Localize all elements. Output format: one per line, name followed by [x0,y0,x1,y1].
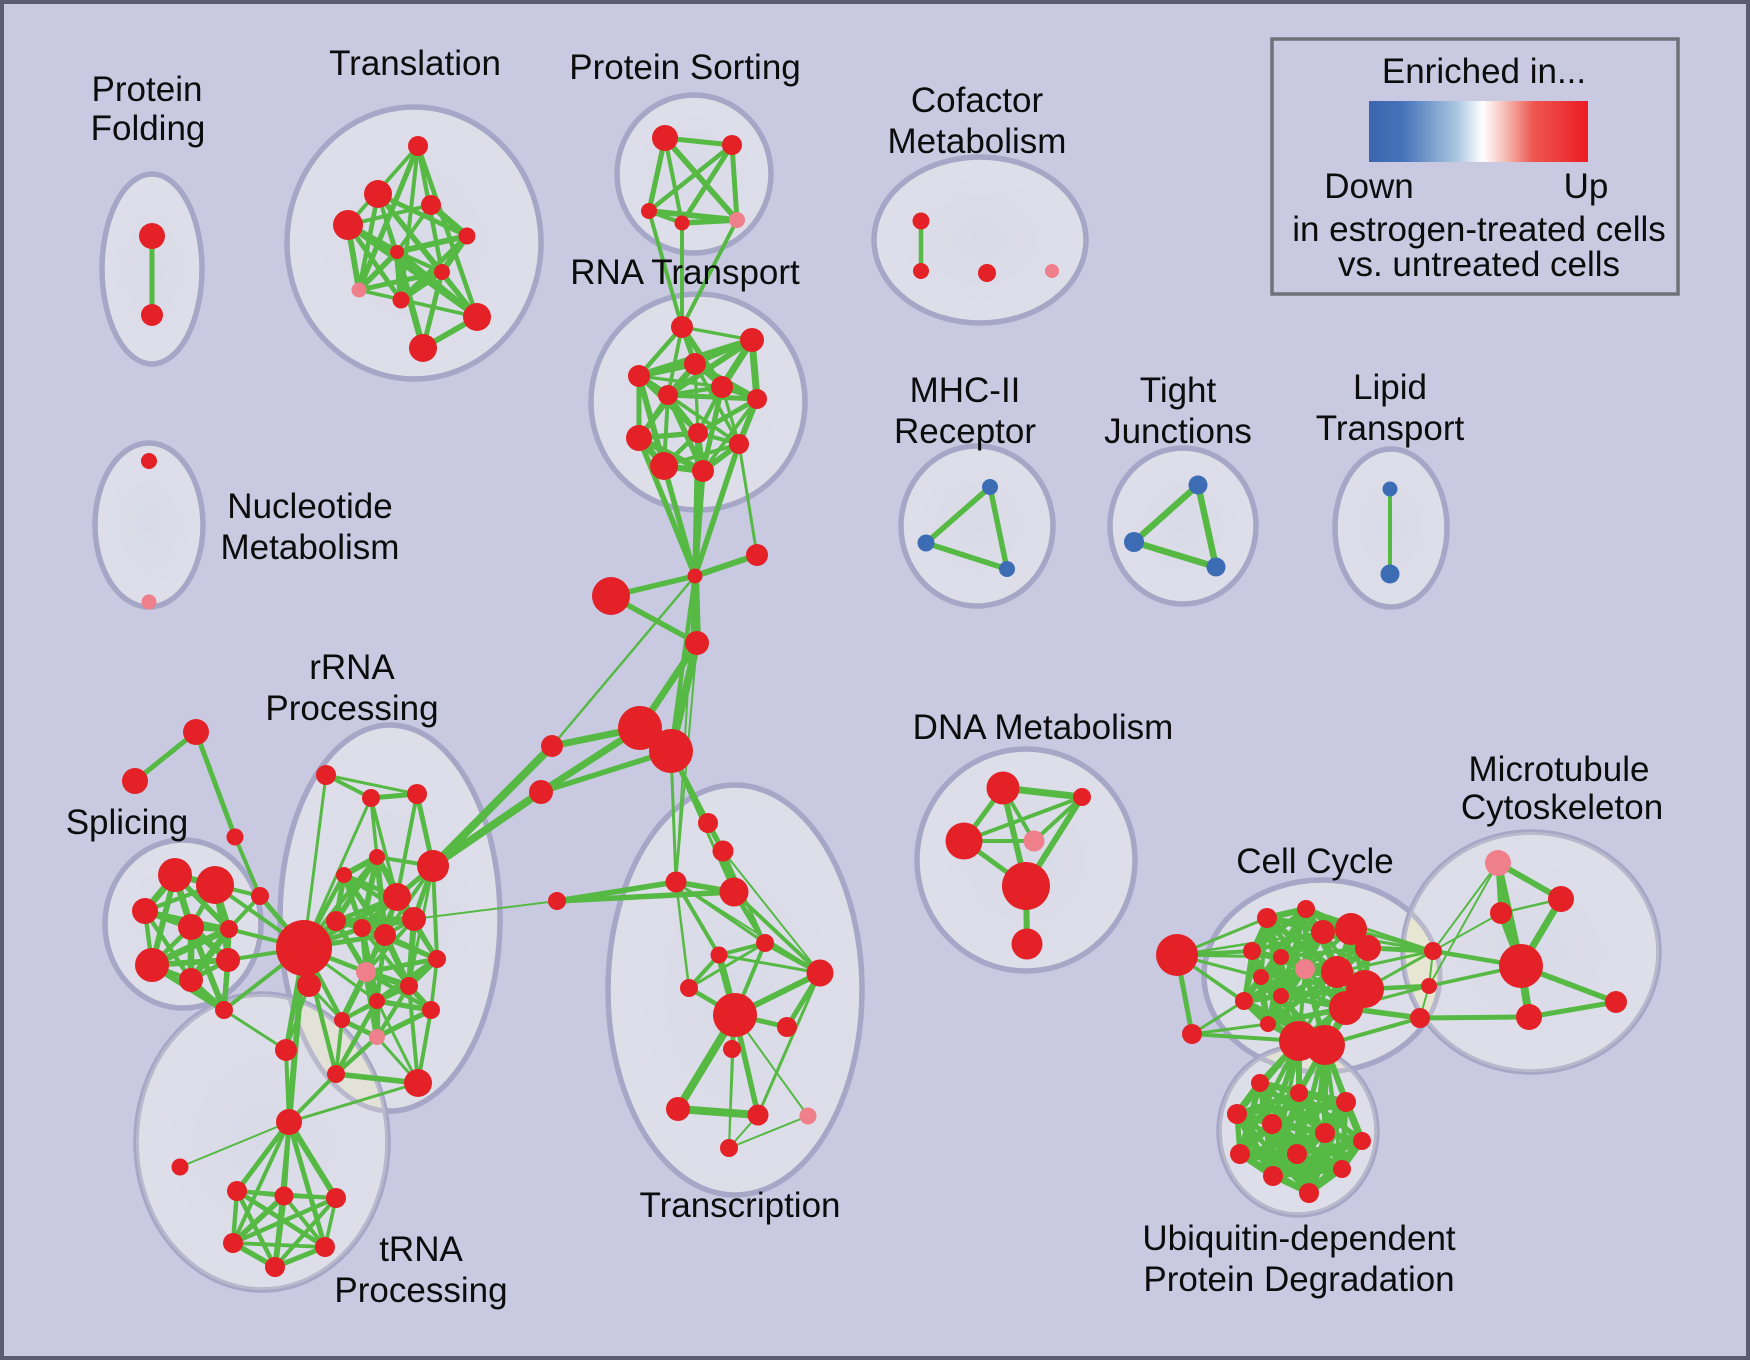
svg-text:Nucleotide: Nucleotide [227,487,392,526]
svg-text:Junctions: Junctions [1104,412,1252,451]
svg-text:rRNA: rRNA [309,648,395,687]
svg-text:DNA Metabolism: DNA Metabolism [913,708,1174,747]
svg-text:Lipid: Lipid [1353,368,1427,407]
svg-text:Enriched in...: Enriched in... [1382,52,1586,91]
svg-text:Cell Cycle: Cell Cycle [1236,842,1394,881]
svg-text:Metabolism: Metabolism [888,122,1067,161]
svg-text:Protein Sorting: Protein Sorting [569,48,801,87]
svg-text:Translation: Translation [329,44,501,83]
svg-text:Cytoskeleton: Cytoskeleton [1461,788,1663,827]
svg-text:Microtubule: Microtubule [1469,750,1650,789]
svg-text:in estrogen-treated cells: in estrogen-treated cells [1292,210,1666,249]
svg-text:Transport: Transport [1316,409,1465,448]
svg-text:MHC-II: MHC-II [910,371,1021,410]
svg-text:RNA Transport: RNA Transport [570,253,800,292]
svg-text:Folding: Folding [91,109,206,148]
svg-text:Protein: Protein [92,70,203,109]
svg-text:Processing: Processing [265,689,438,728]
svg-text:Ubiquitin-dependent: Ubiquitin-dependent [1142,1219,1456,1258]
svg-text:Metabolism: Metabolism [221,528,400,567]
svg-text:Cofactor: Cofactor [911,81,1044,120]
svg-text:Splicing: Splicing [66,803,189,842]
svg-text:Processing: Processing [334,1271,507,1310]
svg-text:Receptor: Receptor [894,412,1036,451]
svg-text:tRNA: tRNA [379,1230,463,1269]
svg-text:Tight: Tight [1140,371,1217,410]
svg-text:Down: Down [1324,167,1413,206]
svg-text:vs. untreated cells: vs. untreated cells [1338,245,1620,284]
svg-text:Transcription: Transcription [640,1186,841,1225]
svg-text:Up: Up [1564,167,1609,206]
svg-text:Protein Degradation: Protein Degradation [1143,1260,1454,1299]
